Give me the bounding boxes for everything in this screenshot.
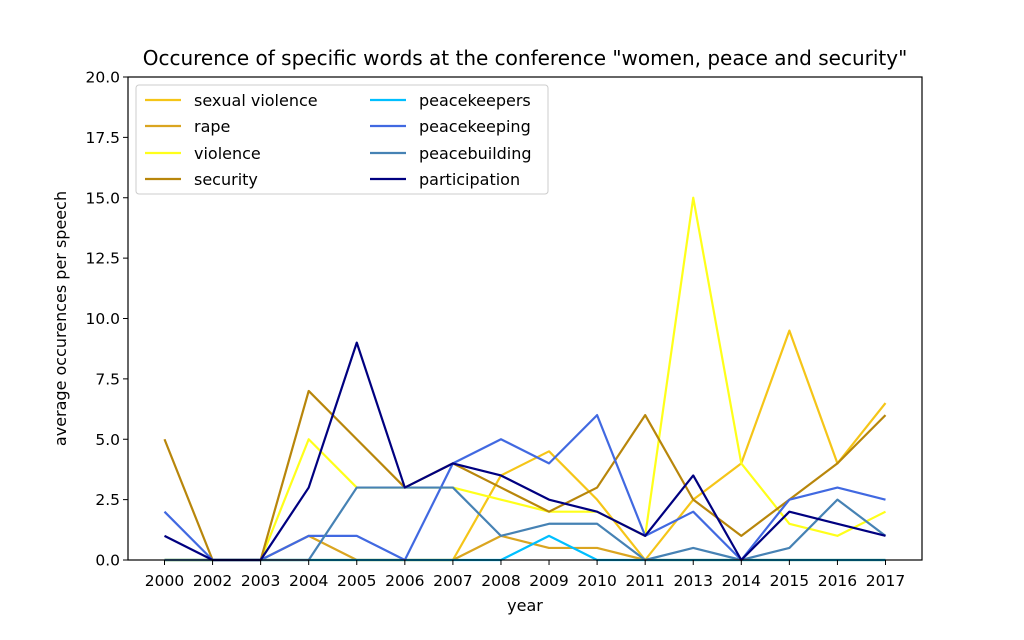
x-tick-label: 2015 bbox=[770, 572, 809, 590]
x-tick-label: 2014 bbox=[722, 572, 761, 590]
legend-label: security bbox=[194, 170, 258, 189]
legend-label: violence bbox=[194, 144, 261, 163]
legend-label: peacekeepers bbox=[419, 91, 531, 110]
legend: sexual violence rape violence security peace… bbox=[135, 84, 549, 195]
x-axis-ticks: 2000 2002 2003 2004 2005 2006 2007 2008 2009 2010… bbox=[145, 560, 905, 590]
y-tick-label: 15.0 bbox=[85, 189, 120, 207]
x-tick-label: 2008 bbox=[481, 572, 520, 590]
series-line-sexual-violence bbox=[164, 329, 887, 562]
plot-lines bbox=[163, 196, 887, 562]
x-tick-label: 2010 bbox=[577, 572, 616, 590]
y-tick-label: 20.0 bbox=[85, 69, 120, 87]
chart-title: Occurence of specific words at the confe… bbox=[143, 46, 908, 70]
series-line-participation bbox=[164, 341, 886, 562]
series-line-violence bbox=[164, 196, 886, 562]
legend-box bbox=[135, 84, 549, 195]
legend-label: peacebuilding bbox=[419, 144, 532, 163]
y-axis-label: average occurences per speech bbox=[51, 191, 70, 446]
legend-label: sexual violence bbox=[194, 91, 318, 110]
x-axis-label: year bbox=[507, 596, 543, 615]
legend-label: peacekeeping bbox=[419, 117, 531, 136]
x-tick-label: 2006 bbox=[385, 572, 424, 590]
y-tick-label: 7.5 bbox=[95, 370, 120, 388]
y-axis-ticks: 0.0 2.5 5.0 7.5 10.0 12.5 15.0 17.5 20.0 bbox=[85, 69, 128, 570]
x-tick-label: 2013 bbox=[674, 572, 713, 590]
x-tick-label: 2004 bbox=[289, 572, 328, 590]
x-tick-label: 2007 bbox=[433, 572, 472, 590]
series-line-peacekeeping bbox=[163, 414, 886, 562]
y-tick-label: 0.0 bbox=[95, 552, 120, 570]
x-tick-label: 2016 bbox=[818, 572, 857, 590]
series-line-peacekeepers bbox=[164, 534, 886, 562]
y-tick-label: 17.5 bbox=[85, 129, 120, 147]
x-tick-label: 2005 bbox=[337, 572, 376, 590]
y-tick-label: 5.0 bbox=[95, 431, 120, 449]
legend-label: participation bbox=[419, 170, 520, 189]
x-tick-label: 2002 bbox=[193, 572, 232, 590]
x-tick-label: 2000 bbox=[145, 572, 184, 590]
x-tick-label: 2003 bbox=[241, 572, 280, 590]
x-tick-label: 2009 bbox=[529, 572, 568, 590]
y-tick-label: 12.5 bbox=[85, 250, 120, 268]
series-line-security bbox=[163, 389, 887, 562]
x-tick-label: 2011 bbox=[625, 572, 664, 590]
legend-label: rape bbox=[194, 117, 230, 136]
x-tick-label: 2017 bbox=[866, 572, 905, 590]
y-tick-label: 2.5 bbox=[95, 491, 120, 509]
y-tick-label: 10.0 bbox=[85, 310, 120, 328]
